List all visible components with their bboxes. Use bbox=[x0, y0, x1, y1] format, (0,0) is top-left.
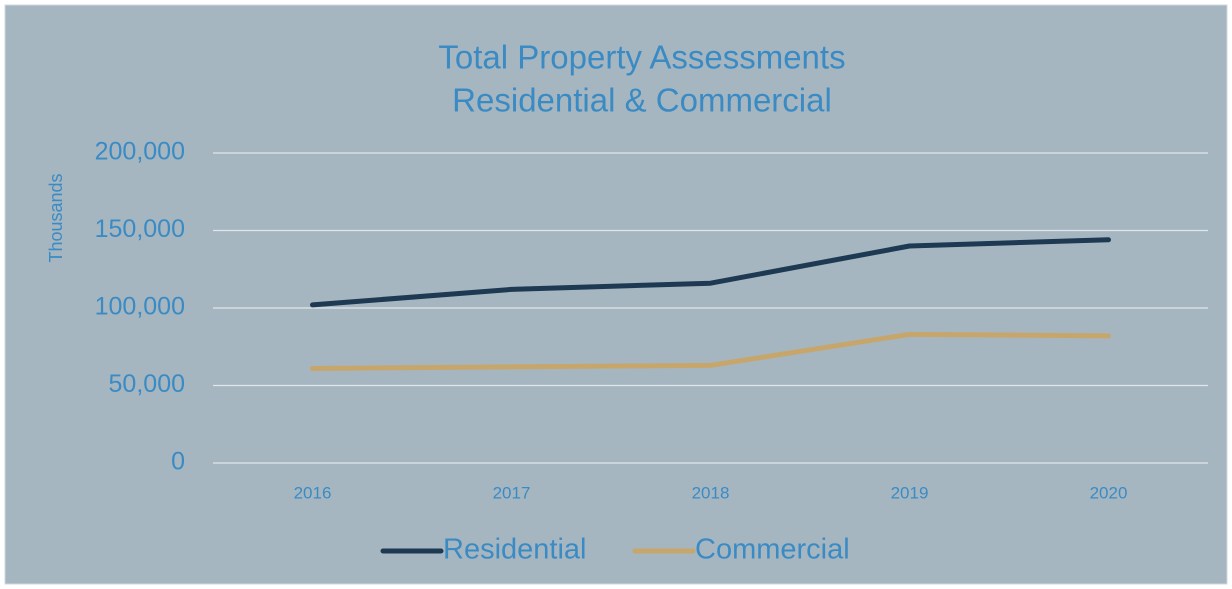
chart-background bbox=[4, 4, 1228, 585]
y-tick-label: 0 bbox=[171, 448, 185, 476]
line-series bbox=[310, 237, 1111, 308]
y-tick-label: 150,000 bbox=[95, 215, 185, 243]
y-tick-label: 50,000 bbox=[109, 370, 185, 398]
x-tick-label: 2016 bbox=[294, 483, 332, 502]
x-tick-label: 2019 bbox=[891, 483, 929, 502]
x-tick-label: 2020 bbox=[1090, 483, 1128, 502]
y-axis-label: Thousands bbox=[46, 173, 66, 262]
x-tick-label: 2018 bbox=[692, 483, 730, 502]
legend-label: Residential bbox=[443, 534, 586, 566]
y-tick-label: 100,000 bbox=[95, 293, 185, 321]
line-series bbox=[310, 331, 1111, 371]
legend-label: Commercial bbox=[695, 534, 850, 566]
chart-title: Total Property Assessments bbox=[438, 39, 845, 76]
x-tick-label: 2017 bbox=[493, 483, 531, 502]
y-tick-label: 200,000 bbox=[95, 138, 185, 166]
chart-subtitle: Residential & Commercial bbox=[452, 82, 832, 119]
